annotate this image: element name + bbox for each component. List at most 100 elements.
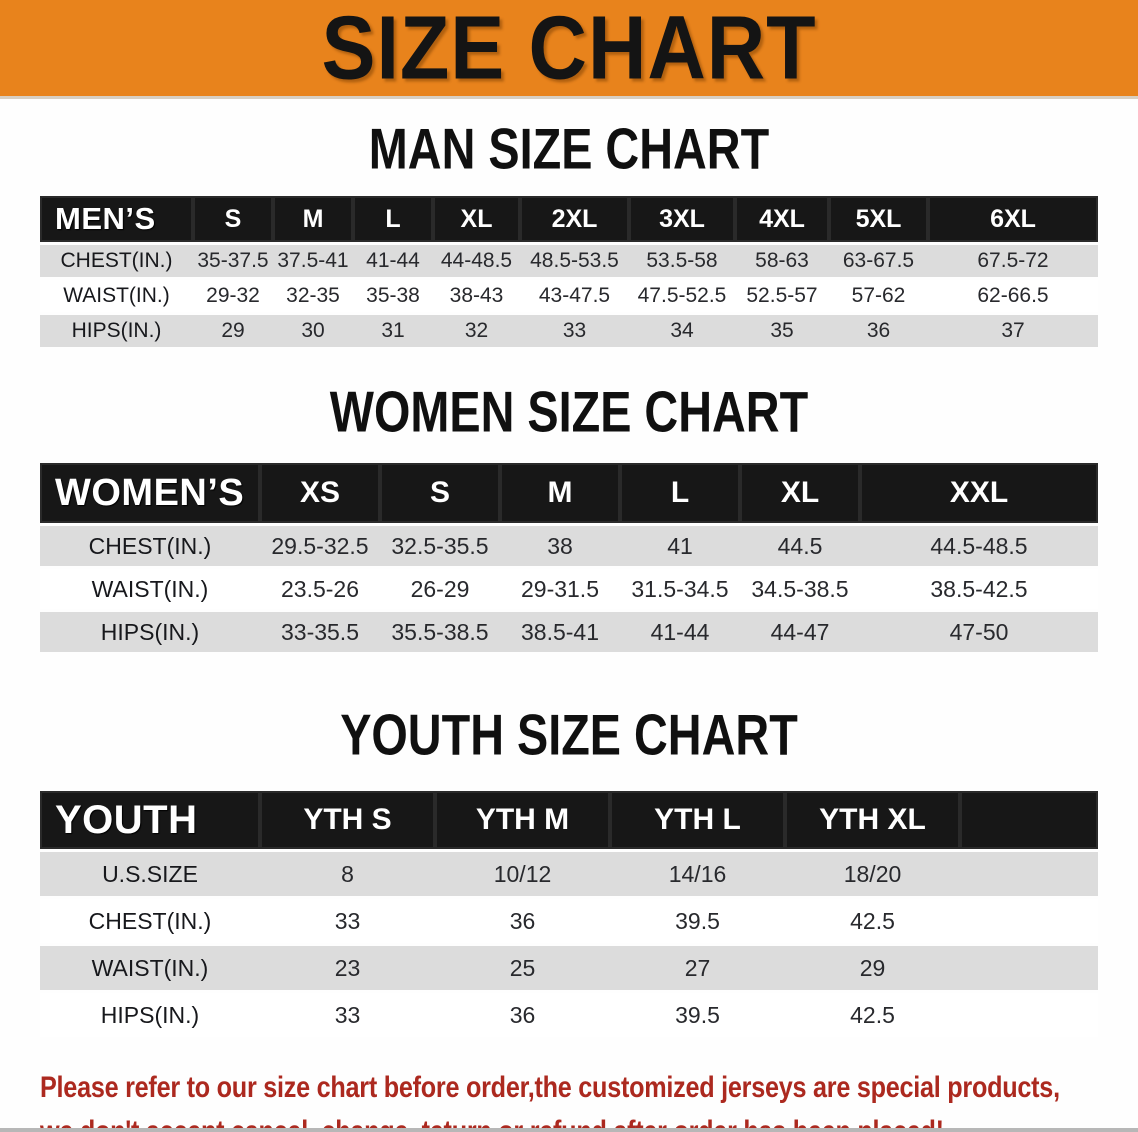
measurement-value: 35-38 — [353, 280, 433, 312]
measurement-value: 14/16 — [610, 852, 785, 896]
women-section: WOMEN SIZE CHART WOMEN’S XS S M L XL XXL CHEST(… — [0, 381, 1138, 655]
measurement-value: 23 — [260, 946, 435, 990]
measurement-label: CHEST(IN.) — [40, 526, 260, 566]
measurement-value: 10/12 — [435, 852, 610, 896]
table-row: WAIST(IN.) 23.5-26 26-29 29-31.5 31.5-34.5 34… — [40, 569, 1098, 609]
measurement-value: 57-62 — [829, 280, 928, 312]
womens-size-table: WOMEN’S XS S M L XL XXL CHEST(IN.) 29.5-32.5 32.5… — [40, 460, 1098, 655]
measurement-value: 43-47.5 — [520, 280, 629, 312]
measurement-value: 29 — [785, 946, 960, 990]
size-column-header: YTH XL — [785, 791, 960, 849]
table-row: CHEST(IN.) 29.5-32.5 32.5-35.5 38 41 44.5 44.5… — [40, 526, 1098, 566]
measurement-value: 31.5-34.5 — [620, 569, 740, 609]
measurement-value: 44.5-48.5 — [860, 526, 1098, 566]
measurement-label: WAIST(IN.) — [40, 946, 260, 990]
measurement-value: 52.5-57 — [735, 280, 829, 312]
measurement-value: 8 — [260, 852, 435, 896]
section-heading-youth: YOUTH SIZE CHART — [340, 704, 798, 768]
bottom-divider — [0, 1128, 1138, 1132]
measurement-value: 32 — [433, 315, 520, 347]
measurement-value: 35 — [735, 315, 829, 347]
table-row: U.S.SIZE 8 10/12 14/16 18/20 — [40, 852, 1098, 896]
size-column-header: 4XL — [735, 196, 829, 242]
measurement-value: 67.5-72 — [928, 245, 1098, 277]
size-column-header: YTH L — [610, 791, 785, 849]
measurement-value: 33 — [520, 315, 629, 347]
group-label: WOMEN’S — [40, 463, 260, 523]
measurement-value: 47.5-52.5 — [629, 280, 735, 312]
measurement-value: 62-66.5 — [928, 280, 1098, 312]
measurement-label: CHEST(IN.) — [40, 245, 193, 277]
measurement-value: 53.5-58 — [629, 245, 735, 277]
men-section: MAN SIZE CHART MEN’S S M L XL 2XL 3XL 4XL 5XL 6XL… — [0, 121, 1138, 350]
measurement-value: 37 — [928, 315, 1098, 347]
row-filler — [960, 946, 1098, 990]
table-header-band: MEN’S S M L XL 2XL 3XL 4XL 5XL 6XL — [40, 196, 1098, 242]
measurement-label: WAIST(IN.) — [40, 569, 260, 609]
group-label: MEN’S — [40, 196, 193, 242]
row-filler — [960, 852, 1098, 896]
table-row: CHEST(IN.) 33 36 39.5 42.5 — [40, 899, 1098, 943]
youth-section: YOUTH SIZE CHART YOUTH YTH S YTH M YTH L YTH… — [0, 704, 1138, 1040]
measurement-label: HIPS(IN.) — [40, 612, 260, 652]
banner: SIZE CHART — [0, 0, 1138, 99]
measurement-value: 35.5-38.5 — [380, 612, 500, 652]
table-row: HIPS(IN.) 33-35.5 35.5-38.5 38.5-41 41-44 44-… — [40, 612, 1098, 652]
table-row: HIPS(IN.) 29 30 31 32 33 34 35 36 37 — [40, 315, 1098, 347]
measurement-value: 30 — [273, 315, 353, 347]
header-filler — [960, 791, 1098, 849]
row-filler — [960, 993, 1098, 1037]
measurement-value: 32-35 — [273, 280, 353, 312]
measurement-value: 41-44 — [620, 612, 740, 652]
size-column-header: 2XL — [520, 196, 629, 242]
size-column-header: XL — [740, 463, 860, 523]
measurement-value: 29 — [193, 315, 273, 347]
row-filler — [960, 899, 1098, 943]
measurement-value: 38.5-42.5 — [860, 569, 1098, 609]
disclaimer-line-1: Please refer to our size chart before or… — [40, 1071, 1060, 1104]
measurement-label: U.S.SIZE — [40, 852, 260, 896]
measurement-value: 44-48.5 — [433, 245, 520, 277]
measurement-label: WAIST(IN.) — [40, 280, 193, 312]
measurement-value: 33 — [260, 899, 435, 943]
measurement-value: 35-37.5 — [193, 245, 273, 277]
section-heading-women: WOMEN SIZE CHART — [329, 381, 809, 445]
size-column-header: S — [193, 196, 273, 242]
measurement-value: 37.5-41 — [273, 245, 353, 277]
measurement-value: 34 — [629, 315, 735, 347]
measurement-value: 31 — [353, 315, 433, 347]
table-header-band: YOUTH YTH S YTH M YTH L YTH XL — [40, 791, 1098, 849]
youth-size-table: YOUTH YTH S YTH M YTH L YTH XL U.S.SIZE 8 10/12… — [40, 788, 1098, 1040]
size-column-header: M — [273, 196, 353, 242]
table-row: CHEST(IN.) 35-37.5 37.5-41 41-44 44-48.5 48.5… — [40, 245, 1098, 277]
size-column-header: XXL — [860, 463, 1098, 523]
measurement-value: 38-43 — [433, 280, 520, 312]
measurement-value: 18/20 — [785, 852, 960, 896]
measurement-value: 42.5 — [785, 993, 960, 1037]
banner-title: SIZE CHART — [321, 0, 817, 98]
measurement-value: 44.5 — [740, 526, 860, 566]
table-header-band: WOMEN’S XS S M L XL XXL — [40, 463, 1098, 523]
measurement-value: 38 — [500, 526, 620, 566]
table-row: WAIST(IN.) 29-32 32-35 35-38 38-43 43-47.5 47.… — [40, 280, 1098, 312]
measurement-label: HIPS(IN.) — [40, 993, 260, 1037]
measurement-value: 33 — [260, 993, 435, 1037]
measurement-value: 48.5-53.5 — [520, 245, 629, 277]
table-row: HIPS(IN.) 33 36 39.5 42.5 — [40, 993, 1098, 1037]
size-column-header: XS — [260, 463, 380, 523]
group-label: YOUTH — [40, 791, 260, 849]
disclaimer-text: Please refer to our size chart before or… — [40, 1066, 1060, 1132]
measurement-value: 39.5 — [610, 993, 785, 1037]
measurement-value: 58-63 — [735, 245, 829, 277]
measurement-value: 36 — [829, 315, 928, 347]
measurement-value: 63-67.5 — [829, 245, 928, 277]
size-column-header: 5XL — [829, 196, 928, 242]
measurement-value: 38.5-41 — [500, 612, 620, 652]
measurement-value: 23.5-26 — [260, 569, 380, 609]
disclaimer-line-2: we don't accept cancel, change, teturn o… — [40, 1115, 944, 1132]
measurement-value: 36 — [435, 993, 610, 1037]
size-column-header: L — [620, 463, 740, 523]
size-column-header: S — [380, 463, 500, 523]
measurement-value: 44-47 — [740, 612, 860, 652]
